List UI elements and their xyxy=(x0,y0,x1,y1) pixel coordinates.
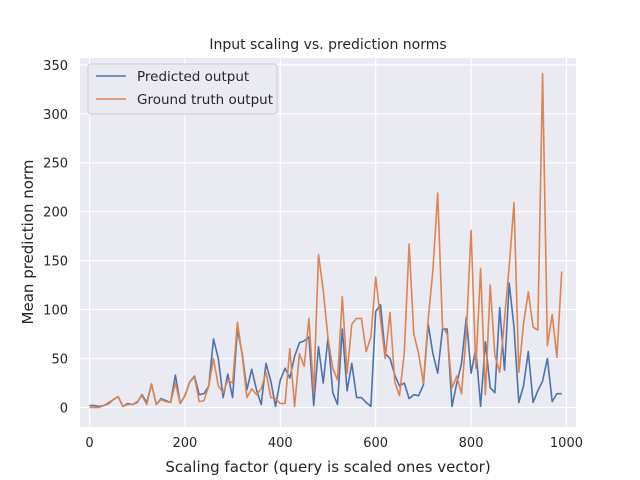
chart-title: Input scaling vs. prediction norms xyxy=(209,37,446,53)
y-tick-label: 200 xyxy=(43,206,68,221)
x-tick-label: 800 xyxy=(459,436,484,451)
x-tick-label: 0 xyxy=(85,436,93,451)
y-tick-label: 100 xyxy=(43,304,68,319)
x-tick-label: 600 xyxy=(363,436,388,451)
y-tick-label: 300 xyxy=(43,108,68,123)
y-tick-labels: 0 50 100 150 200 250 300 350 xyxy=(43,59,68,417)
legend: Predicted output Ground truth output xyxy=(87,63,278,115)
plot-area xyxy=(80,58,576,427)
y-tick-label: 0 xyxy=(60,401,68,416)
x-tick-label: 400 xyxy=(268,436,293,451)
x-axis-label: Scaling factor (query is scaled ones vec… xyxy=(165,458,490,476)
grid xyxy=(80,58,576,427)
legend-label-predicted: Predicted output xyxy=(137,69,249,85)
x-tick-label: 1000 xyxy=(550,436,583,451)
series-lines xyxy=(89,72,563,409)
x-tick-label: 200 xyxy=(173,436,198,451)
y-axis-label: Mean prediction norm xyxy=(19,160,37,325)
legend-box xyxy=(87,63,278,115)
y-tick-label: 350 xyxy=(43,59,68,74)
legend-label-ground-truth: Ground truth output xyxy=(137,92,273,108)
x-tick-labels: 0 200 400 600 800 1000 xyxy=(85,436,583,451)
y-tick-label: 250 xyxy=(43,157,68,172)
series-line-ground-truth xyxy=(89,72,563,409)
y-tick-label: 50 xyxy=(51,352,68,367)
y-tick-label: 150 xyxy=(43,255,68,270)
